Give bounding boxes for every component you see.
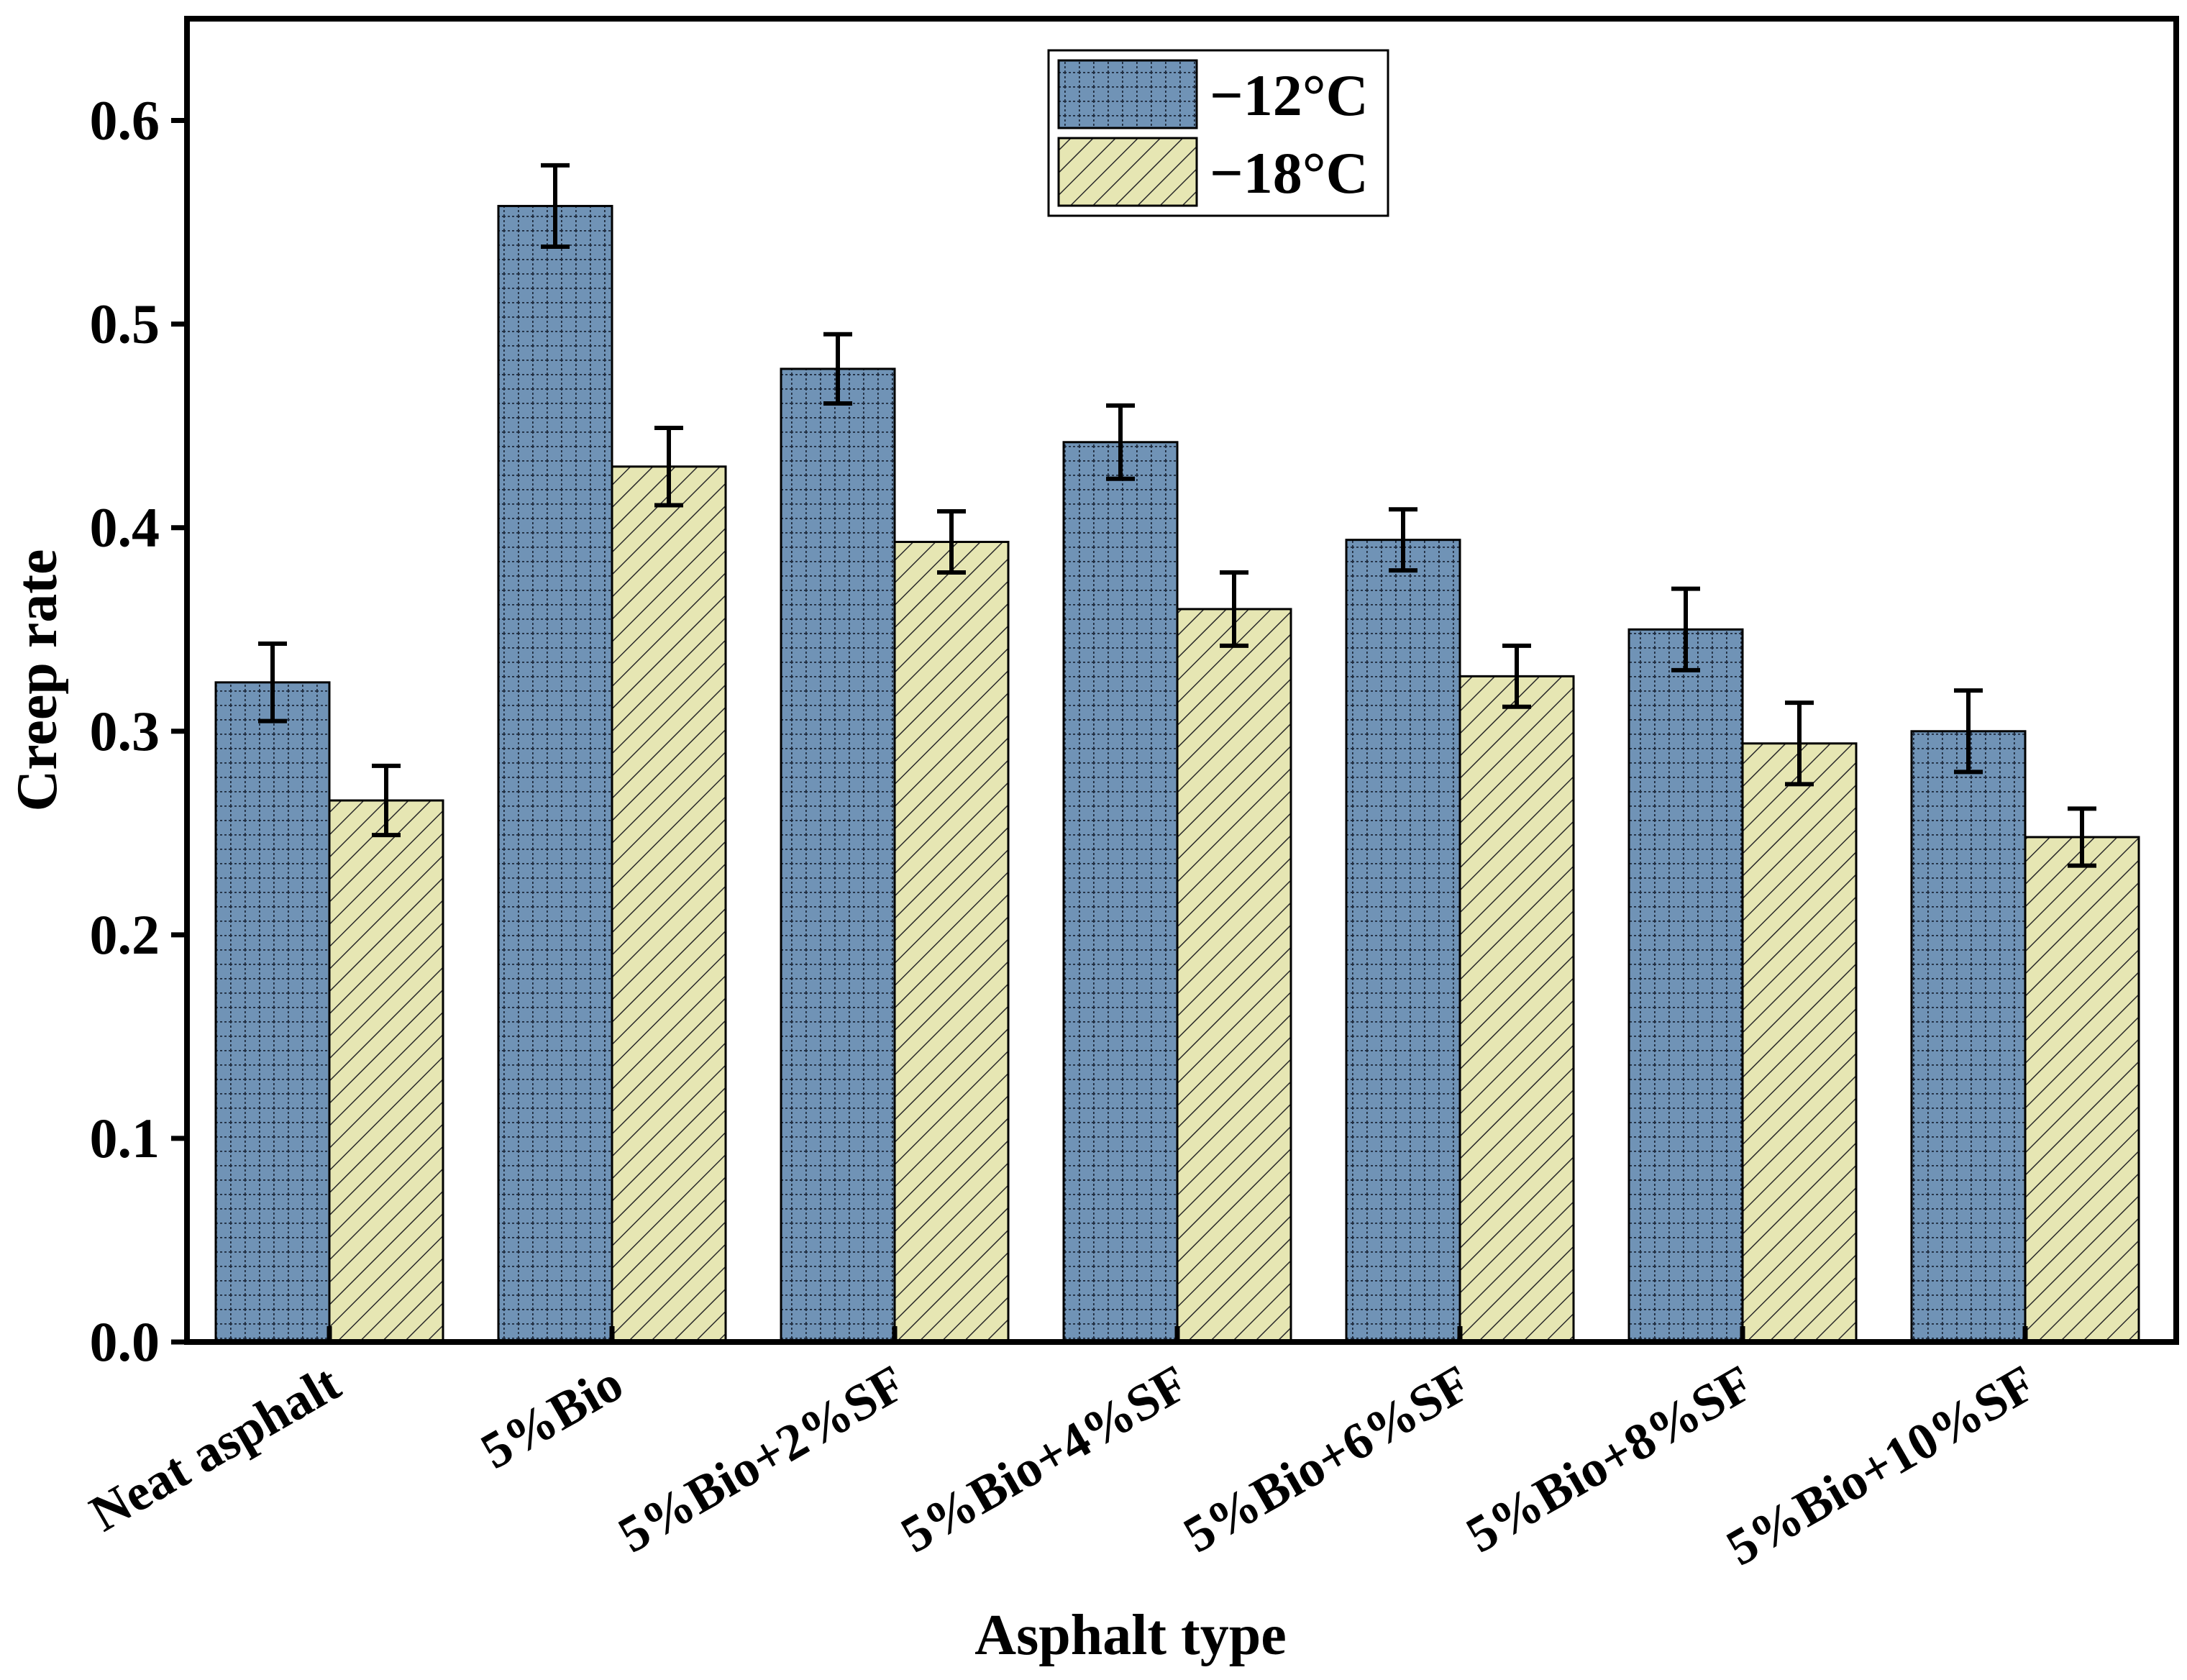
bar-1-1	[497, 204, 613, 1343]
bar-2-2	[893, 541, 1010, 1343]
bar-1-5	[1627, 628, 1744, 1343]
bar-2-1	[611, 465, 727, 1343]
y-tick-label-2: 0.2	[90, 903, 160, 966]
y-tick-label-0: 0.0	[90, 1310, 160, 1373]
bars-layer	[214, 204, 2140, 1343]
bar-1-4	[1345, 539, 1461, 1343]
y-tick-label-6: 0.6	[90, 89, 160, 152]
legend: −12°C −18°C	[1047, 49, 1389, 217]
bar-2-0	[328, 799, 444, 1343]
x-tick-label-0: Neat asphalt	[81, 1354, 350, 1543]
x-tick-label-4: 5%Bio+6%SF	[1174, 1354, 1480, 1564]
x-axis-label: Asphalt type	[974, 1604, 1286, 1667]
bar-1-6	[1910, 730, 2027, 1343]
legend-label-series-1: −12°C	[1210, 63, 1369, 128]
bar-2-5	[1741, 742, 1858, 1343]
y-tick-label-4: 0.4	[90, 496, 160, 559]
error-bars-layer	[258, 163, 2096, 868]
x-tick-label-1: 5%Bio	[471, 1354, 632, 1480]
y-tick-label-1: 0.1	[90, 1107, 160, 1169]
bar-2-6	[2024, 836, 2140, 1343]
x-tick-label-6: 5%Bio+10%SF	[1717, 1354, 2045, 1577]
legend-swatch-series-1	[1057, 59, 1198, 129]
bar-1-0	[214, 681, 331, 1343]
legend-swatch-series-2	[1057, 137, 1198, 207]
plot-frame	[184, 16, 2179, 1345]
legend-label-series-2: −18°C	[1210, 140, 1369, 206]
bar-1-2	[780, 368, 896, 1343]
x-tick-label-2: 5%Bio+2%SF	[609, 1354, 915, 1564]
bar-2-4	[1458, 675, 1575, 1343]
bar-2-3	[1176, 608, 1292, 1343]
x-tick-label-5: 5%Bio+8%SF	[1457, 1354, 1763, 1564]
x-tick-label-3: 5%Bio+4%SF	[892, 1354, 1197, 1564]
y-tick-label-5: 0.5	[90, 293, 160, 355]
y-axis-label: Creep rate	[6, 549, 69, 812]
bar-1-3	[1062, 441, 1179, 1343]
y-tick-label-3: 0.3	[90, 700, 160, 762]
